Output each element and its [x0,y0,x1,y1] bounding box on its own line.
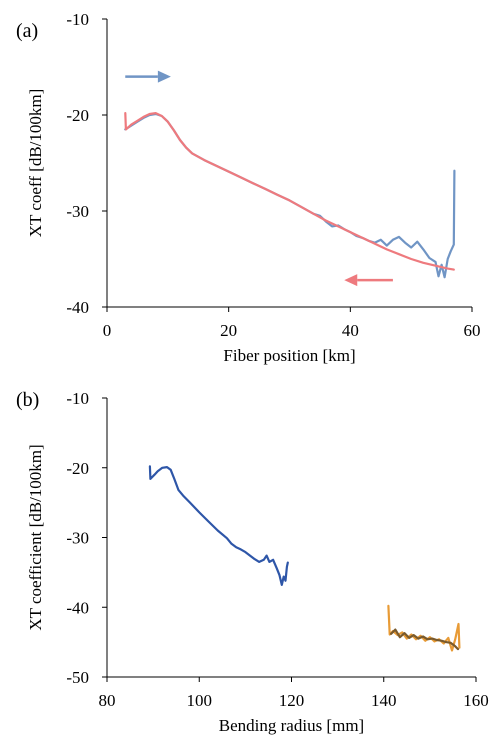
panel-label: (b) [16,389,39,411]
x-tick-label: 40 [342,321,359,340]
series-line-3 [390,628,460,651]
x-tick-label: 60 [464,321,481,340]
y-axis-title: XT coeff [dB/100km] [26,89,45,238]
x-tick-label: 160 [463,691,489,710]
arrow-left-icon [344,274,358,287]
x-tick-label: 80 [99,691,116,710]
y-tick-label: -10 [66,389,89,408]
y-tick-label: -10 [66,10,89,29]
x-tick-label: 120 [279,691,305,710]
series-line-2 [124,112,455,271]
chart-panel-b: (b) -50 -40 -30 -20 -10 80 100 120 140 160 Bending … [16,389,489,735]
x-tick-label: 0 [103,321,112,340]
panel-label: (a) [16,20,38,42]
y-tick-label: -30 [66,202,89,221]
y-axis-title: XT coefficient [dB/100km] [26,444,45,630]
series-line-1 [124,112,456,279]
y-tick-label: -20 [66,106,89,125]
y-tick-label: -50 [66,668,89,687]
x-tick-label: 140 [371,691,397,710]
x-tick-label: 20 [220,321,237,340]
x-axis-title: Bending radius [mm] [219,716,364,735]
chart-panel-a: (a) -40 -30 -20 -10 0 20 40 60 Fiber position [km… [16,10,481,365]
x-tick-label: 100 [187,691,213,710]
y-tick-label: -40 [66,298,89,317]
series-line-1 [148,465,289,586]
series-line-2 [387,604,461,652]
y-tick-label: -30 [66,529,89,548]
y-tick-label: -40 [66,598,89,617]
y-tick-label: -20 [66,459,89,478]
arrow-right-icon [157,70,171,83]
x-axis-title: Fiber position [km] [223,346,355,365]
